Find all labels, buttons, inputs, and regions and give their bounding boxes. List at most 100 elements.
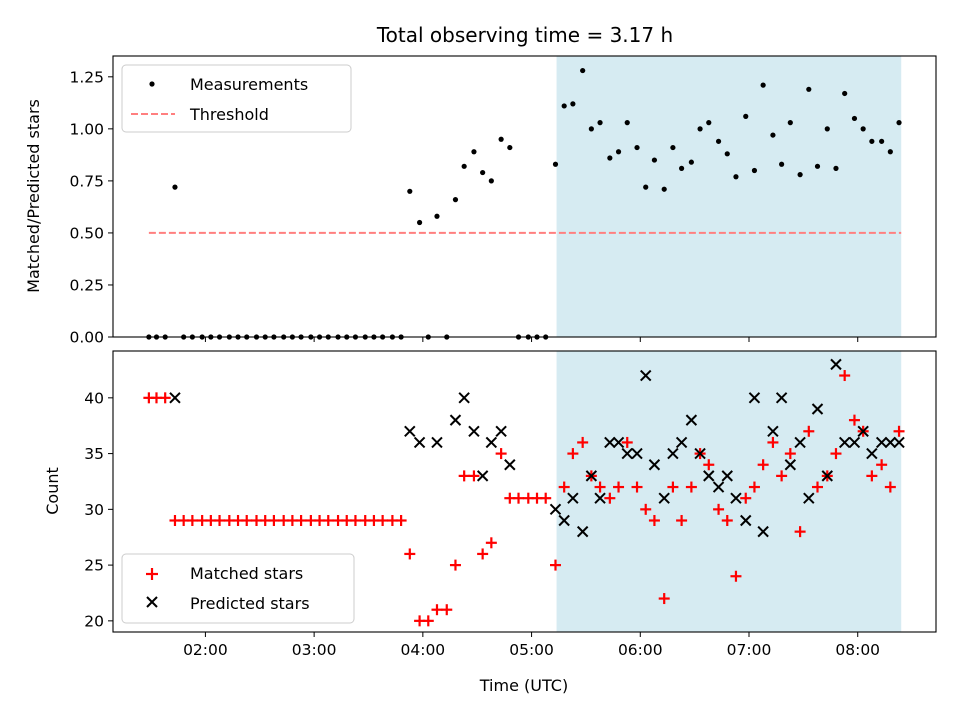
predicted-star-point (431, 436, 443, 449)
measurement-point (498, 136, 504, 142)
legend-label-measurements: Measurements (190, 75, 308, 94)
measurement-point (715, 138, 722, 144)
y-tick-label: 0.75 (69, 172, 104, 190)
matched-star-point (495, 448, 507, 460)
predicted-star-point (784, 459, 797, 471)
predicted-star-point (413, 436, 426, 449)
predicted-star-point (730, 492, 742, 504)
matched-star-point (730, 570, 742, 582)
predicted-star-point (604, 436, 616, 449)
matched-star-point (713, 503, 725, 515)
y-tick-label: 35 (84, 445, 104, 463)
predicted-star-point (857, 425, 869, 437)
legend-label-threshold: Threshold (189, 105, 269, 124)
matched-star-point (884, 481, 896, 493)
measurement-point (452, 197, 459, 203)
predicted-star-point (866, 447, 878, 460)
measurement-point (172, 184, 178, 190)
y-tick-label: 1.00 (69, 120, 104, 138)
measurement-point (607, 155, 613, 161)
x-tick-label: 05:00 (509, 641, 554, 659)
measurement-point (615, 149, 622, 155)
bottom-axes-frame (112, 350, 937, 633)
matched-star-point (513, 492, 525, 504)
predicted-star-point (740, 514, 752, 527)
y-tick-label: 30 (84, 501, 104, 519)
predicted-star-point (721, 470, 733, 482)
y-tick-label: 1.25 (69, 68, 104, 86)
measurement-point (896, 120, 902, 126)
measurement-point (851, 115, 858, 122)
predicted-star-point (485, 436, 498, 449)
top-observing-window (556, 56, 902, 337)
matched-star-point (803, 425, 815, 437)
y-tick-label: 25 (84, 557, 104, 575)
top-y-axis-label: Matched/Predicted stars (24, 99, 43, 293)
measurement-point (597, 120, 603, 126)
matched-star-point (295, 514, 307, 526)
predicted-star-point (675, 436, 688, 449)
matched-star-point (621, 436, 633, 448)
matched-star-point (767, 436, 779, 448)
predicted-star-point (631, 447, 643, 460)
predicted-star-point (585, 470, 598, 482)
legend-label-predicted: Predicted stars (190, 594, 310, 613)
matched-star-point (604, 492, 616, 504)
bottom-observing-window (556, 351, 902, 632)
predicted-star-point (757, 525, 769, 538)
matched-star-point (404, 548, 416, 560)
matched-star-point (830, 448, 842, 460)
predicted-star-point (748, 392, 761, 404)
predicted-star-point (476, 470, 489, 482)
measurement-point (480, 169, 486, 176)
measurement-point (770, 132, 776, 138)
matched-star-point (703, 459, 715, 471)
measurement-point (869, 138, 875, 144)
matched-star-point (431, 604, 443, 616)
x-tick-label: 08:00 (835, 641, 880, 659)
y-tick-label: 0.50 (69, 224, 104, 242)
x-tick-label: 06:00 (618, 641, 663, 659)
measurement-point (580, 67, 586, 74)
predicted-star-point (794, 436, 806, 449)
y-tick-label: 20 (84, 612, 104, 630)
predicted-star-point (504, 459, 516, 471)
matched-star-point (866, 470, 878, 482)
predicted-star-point (558, 514, 570, 527)
matched-star-point (676, 514, 688, 526)
predicted-star-point (495, 425, 507, 437)
top-axes-frame (112, 55, 937, 338)
measurement-point (833, 165, 839, 171)
predicted-star-point (169, 392, 181, 404)
matched-star-point (640, 503, 652, 515)
measurement-point (416, 219, 423, 226)
predicted-star-point (667, 447, 679, 460)
measurement-point (434, 213, 440, 219)
matched-star-point (721, 514, 733, 526)
predicted-star-point (811, 403, 824, 415)
predicted-star-point (621, 447, 633, 460)
matched-star-point (540, 492, 552, 504)
bottom-y-axis-label: Count (43, 467, 62, 515)
legend-marker-matched (146, 568, 158, 580)
measurement-point (507, 144, 513, 151)
top-axis-ticks: 0.00 0.25 0.50 0.75 1.00 1.25 (69, 68, 859, 347)
predicted-star-point (694, 447, 706, 460)
matched-star-points (143, 370, 905, 627)
x-tick-label: 02:00 (183, 641, 228, 659)
measurement-point (670, 144, 676, 151)
measurement-point (733, 174, 739, 180)
matched-star-point (876, 459, 888, 471)
measurement-point (887, 149, 893, 155)
predicted-star-point (838, 436, 851, 449)
bottom-panel: 02:00 03:00 04:00 05:00 06:00 07:00 08:00 20 25 3… (43, 350, 937, 695)
matched-star-point (241, 514, 253, 526)
matched-star-point (549, 559, 561, 571)
chart-title: Total observing time = 3.17 h (376, 23, 673, 47)
matched-star-point (577, 436, 589, 448)
predicted-star-point (848, 436, 861, 449)
measurement-point (797, 172, 803, 178)
bottom-axis-ticks: 02:00 03:00 04:00 05:00 06:00 07:00 08:00 20 25 3… (84, 389, 880, 659)
measurement-point (697, 126, 703, 132)
predicted-star-point (767, 425, 779, 437)
